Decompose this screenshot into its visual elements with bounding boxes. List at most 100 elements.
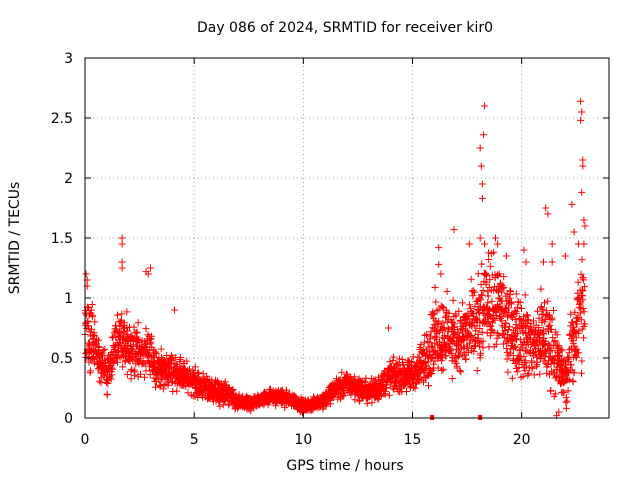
- data-point: [469, 287, 477, 295]
- data-point: [88, 301, 96, 308]
- data-point: [462, 355, 470, 363]
- data-point: [144, 270, 152, 278]
- data-point: [495, 270, 503, 278]
- data-point: [415, 353, 423, 361]
- data-point: [540, 258, 547, 266]
- data-point: [580, 334, 588, 342]
- data-point: [390, 353, 398, 361]
- data-point: [495, 282, 503, 290]
- data-point: [561, 252, 569, 260]
- data-point: [564, 387, 572, 395]
- data-point: [548, 316, 556, 324]
- data-point: [134, 319, 142, 327]
- data-point: [173, 387, 181, 395]
- data-point: [486, 262, 494, 270]
- data-point: [247, 407, 255, 415]
- data-point: [523, 311, 531, 319]
- data-point: [466, 304, 474, 312]
- data-point: [540, 330, 548, 338]
- data-point: [118, 234, 126, 242]
- data-point: [466, 332, 474, 340]
- data-point: [565, 345, 573, 353]
- y-tick-label: 2: [64, 171, 73, 187]
- data-point: [472, 327, 480, 335]
- data-point: [492, 340, 500, 348]
- data-point: [467, 275, 475, 283]
- data-point: [109, 365, 116, 373]
- data-point: [522, 362, 530, 370]
- data-point: [478, 291, 486, 299]
- data-point: [112, 322, 120, 330]
- data-point: [482, 270, 490, 278]
- data-point: [437, 270, 445, 278]
- data-point: [508, 298, 515, 306]
- x-tick-label: 15: [404, 432, 422, 448]
- data-point: [442, 352, 450, 360]
- data-point: [368, 399, 376, 407]
- data-point: [563, 397, 571, 405]
- data-point: [512, 335, 520, 343]
- data-point: [525, 316, 533, 324]
- data-point: [567, 361, 575, 369]
- data-point: [541, 299, 548, 307]
- data-point: [148, 343, 156, 351]
- data-point: [439, 319, 447, 327]
- y-tick-label: 2.5: [51, 111, 73, 127]
- data-point: [420, 378, 427, 386]
- data-point: [578, 256, 586, 264]
- x-axis: 0 5 10 15 20: [81, 58, 531, 448]
- data-point: [428, 353, 436, 361]
- data-point: [130, 323, 138, 331]
- data-point: [469, 319, 476, 327]
- data-point: [438, 303, 446, 311]
- data-point: [490, 328, 498, 336]
- data-point: [435, 260, 443, 268]
- data-point: [504, 368, 512, 376]
- data-point: [536, 370, 544, 378]
- data-point: [485, 249, 492, 257]
- data-point: [477, 162, 485, 170]
- data-point: [95, 336, 103, 344]
- data-point: [428, 370, 436, 377]
- data-point: [118, 258, 126, 266]
- data-point: [504, 331, 512, 338]
- data-point: [533, 358, 541, 366]
- data-point: [484, 299, 492, 307]
- data-point: [419, 345, 427, 353]
- data-point: [452, 312, 460, 320]
- data-point: [152, 383, 159, 391]
- data-point: [177, 354, 185, 361]
- data-point: [516, 299, 524, 307]
- data-point: [456, 367, 464, 375]
- data-point: [578, 188, 586, 196]
- data-point: [520, 246, 528, 254]
- data-point: [568, 200, 576, 208]
- data-point: [464, 349, 472, 356]
- data-point: [431, 284, 439, 291]
- data-point: [449, 323, 457, 331]
- data-point: [550, 307, 557, 314]
- data-point: [547, 326, 555, 333]
- data-point: [464, 343, 471, 351]
- data-point: [110, 359, 118, 367]
- data-point: [495, 332, 503, 340]
- data-point: [558, 347, 566, 355]
- data-point: [548, 240, 556, 248]
- data-point: [235, 391, 243, 399]
- data-point: [389, 357, 397, 365]
- data-point: [581, 320, 589, 328]
- data-point: [465, 240, 473, 248]
- data-point: [431, 339, 439, 347]
- data-point: [438, 367, 446, 374]
- data-point: [440, 324, 448, 332]
- data-point: [577, 97, 585, 105]
- y-tick-label: 1: [64, 291, 73, 307]
- data-point: [560, 356, 568, 364]
- data-point: [105, 363, 113, 371]
- data-point: [577, 116, 585, 124]
- data-point: [290, 392, 298, 400]
- data-point: [481, 240, 489, 248]
- data-point: [569, 318, 577, 326]
- data-point: [520, 352, 528, 360]
- data-point: [524, 312, 531, 320]
